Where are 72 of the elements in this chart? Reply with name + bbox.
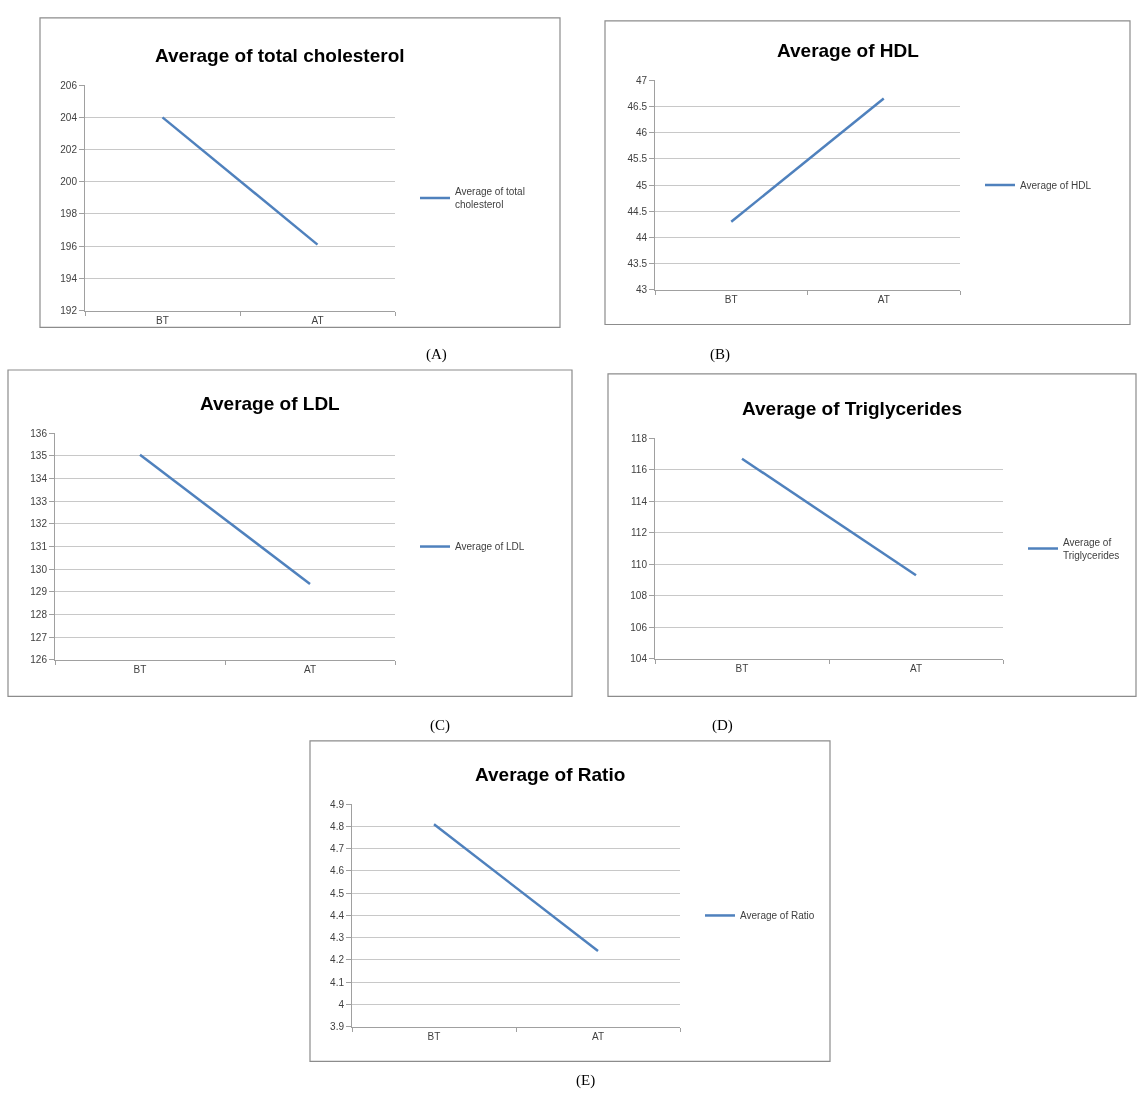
y-tick-label: 206 [60, 79, 78, 91]
y-tick-label: 45 [635, 179, 648, 191]
y-tick-label: 4.4 [330, 909, 345, 921]
y-tick-label: 4.2 [330, 954, 345, 966]
x-tick-label: BT [724, 293, 738, 305]
y-tick-label: 46 [635, 127, 648, 139]
y-tick-label: 4.8 [330, 820, 345, 832]
y-tick-label: 202 [60, 144, 78, 156]
y-tick-label: 196 [60, 240, 78, 252]
chart-title: Average of HDL [777, 40, 920, 61]
y-tick-label: 204 [60, 111, 78, 123]
x-tick-label: AT [591, 1030, 605, 1042]
y-tick-label: 130 [30, 563, 48, 575]
text: (C) [430, 717, 450, 734]
y-tick-label: 136 [30, 427, 48, 439]
y-tick-label: 132 [30, 518, 48, 530]
y-tick-label: 126 [30, 654, 48, 666]
chart-title: Average of Ratio [475, 764, 626, 785]
y-tick-label: 200 [60, 176, 78, 188]
y-tick-label: 44 [635, 231, 648, 243]
y-tick-label: 104 [630, 653, 648, 665]
y-tick-label: 192 [60, 305, 78, 317]
x-tick-label: BT [427, 1030, 441, 1042]
legend-label: Average of Ratio [740, 910, 815, 922]
text: (E) [576, 1072, 596, 1089]
x-tick-label: AT [303, 663, 317, 675]
x-tick-label: AT [909, 662, 923, 674]
y-tick-label: 112 [631, 527, 648, 539]
y-tick-label: 128 [30, 608, 48, 620]
y-tick-label: 4.7 [330, 843, 345, 855]
y-tick-label: 131 [30, 541, 48, 553]
y-tick-label: 198 [60, 208, 78, 220]
y-tick-label: 116 [631, 464, 648, 476]
y-tick-label: 4.9 [330, 798, 345, 810]
x-tick-label: BT [133, 663, 147, 675]
x-tick-label: BT [735, 662, 749, 674]
y-tick-label: 108 [630, 590, 648, 602]
y-tick-label: 110 [631, 558, 648, 570]
y-tick-label: 4.5 [330, 887, 345, 899]
y-tick-label: 43 [635, 284, 648, 296]
x-tick-label: AT [311, 314, 324, 326]
y-tick-label: 114 [631, 495, 648, 507]
legend-label: Average of Triglycerides [1063, 536, 1120, 561]
legend-label: Average of total cholesterol [455, 186, 525, 211]
y-tick-label: 134 [30, 473, 48, 485]
y-tick-label: 4.6 [330, 865, 345, 877]
text: (B) [710, 346, 730, 363]
text: (D) [712, 717, 733, 734]
x-tick-label: BT [156, 314, 169, 326]
y-tick-label: 3.9 [330, 1021, 345, 1033]
y-tick-label: 106 [630, 621, 648, 633]
y-tick-label: 45.5 [627, 153, 648, 165]
legend-label: Average of HDL [1020, 179, 1092, 191]
y-tick-label: 47 [635, 74, 648, 86]
x-tick-label: AT [877, 293, 890, 305]
y-tick-label: 4.1 [330, 976, 345, 988]
y-tick-label: 127 [30, 631, 48, 643]
y-tick-label: 46.5 [627, 100, 648, 112]
y-tick-label: 43.5 [627, 258, 648, 270]
chart-title: Average of total cholesterol [155, 45, 405, 66]
y-tick-label: 118 [631, 432, 648, 444]
text: (A) [426, 346, 447, 363]
y-tick-label: 44.5 [627, 205, 648, 217]
y-tick-label: 135 [30, 450, 48, 462]
chart-title: Average of LDL [200, 393, 341, 414]
chart-title: Average of Triglycerides [742, 398, 963, 419]
legend-label: Average of LDL [455, 541, 525, 553]
y-tick-label: 129 [30, 586, 48, 598]
y-tick-label: 4 [338, 998, 345, 1010]
y-tick-label: 194 [60, 272, 78, 284]
y-tick-label: 133 [30, 495, 48, 507]
y-tick-label: 4.3 [330, 932, 345, 944]
